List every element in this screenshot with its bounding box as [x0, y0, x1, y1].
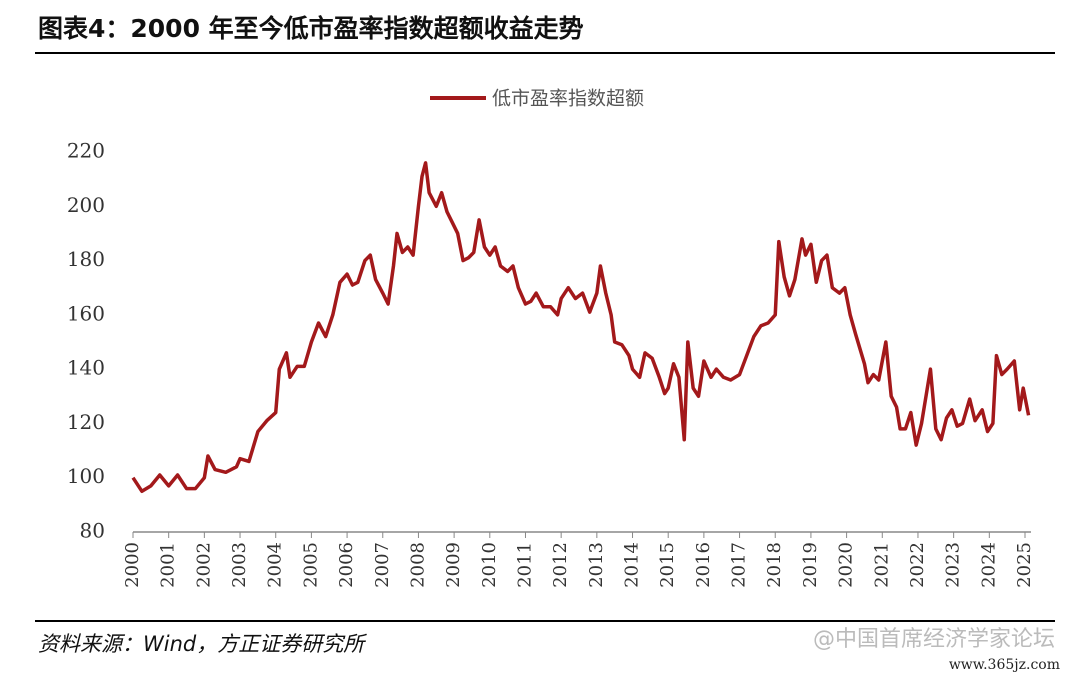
watermark-url: www.365jz.com [949, 657, 1060, 673]
x-tick-label: 2009 [443, 542, 464, 588]
x-tick-label: 2002 [193, 542, 214, 588]
x-tick-label: 2007 [372, 542, 393, 588]
y-tick-label: 200 [67, 193, 105, 217]
source-note: 资料来源：Wind，方正证券研究所 [38, 632, 367, 656]
x-tick-label: 2019 [800, 542, 821, 588]
x-tick-label: 2023 [943, 542, 964, 588]
x-tick-label: 2010 [479, 542, 500, 588]
x-tick-label: 2012 [550, 542, 571, 588]
y-tick-label: 80 [80, 519, 105, 543]
y-tick-label: 160 [67, 301, 105, 325]
x-tick-label: 2005 [300, 542, 321, 588]
x-tick-label: 2004 [265, 542, 286, 588]
x-tick-label: 2006 [336, 542, 357, 588]
x-tick-label: 2008 [407, 542, 428, 588]
chart-title: 图表4：2000 年至今低市盈率指数超额收益走势 [38, 14, 584, 43]
x-tick-label: 2011 [514, 542, 535, 588]
watermark: @中国首席经济学家论坛 [813, 627, 1055, 652]
x-tick-label: 2020 [836, 542, 857, 588]
x-tick-label: 2001 [158, 542, 179, 588]
y-tick-label: 140 [67, 356, 105, 380]
data-line [131, 161, 1031, 494]
x-tick-label: 2025 [1014, 542, 1035, 588]
x-tick-label: 2015 [657, 542, 678, 588]
y-tick-label: 220 [67, 139, 105, 163]
x-tick-label: 2017 [729, 542, 750, 588]
x-tick-label: 2000 [122, 542, 143, 588]
x-tick-label: 2014 [622, 542, 643, 588]
x-tick-label: 2021 [871, 542, 892, 588]
x-tick-label: 2013 [586, 542, 607, 588]
x-tick-label: 2022 [907, 542, 928, 588]
y-tick-label: 120 [67, 410, 105, 434]
x-tick-label: 2024 [978, 542, 999, 588]
x-tick-label: 2018 [764, 542, 785, 588]
y-tick-label: 180 [67, 247, 105, 271]
legend-label: 低市盈率指数超额 [492, 88, 644, 110]
y-tick-label: 100 [67, 464, 105, 488]
x-tick-label: 2003 [229, 542, 250, 588]
x-tick-label: 2016 [693, 542, 714, 588]
